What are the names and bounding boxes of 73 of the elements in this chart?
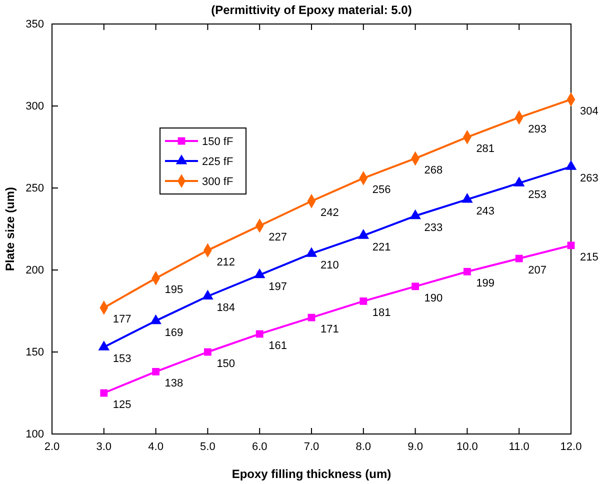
x-tick-label: 7.0 xyxy=(304,440,320,453)
data-label: 268 xyxy=(424,164,443,176)
data-label: 221 xyxy=(372,242,391,254)
legend-label: 300 fF xyxy=(202,176,234,188)
y-tick-label: 350 xyxy=(26,18,44,31)
point xyxy=(256,330,264,338)
data-label: 150 xyxy=(216,358,236,370)
x-tick-label: 4.0 xyxy=(148,440,164,453)
data-label: 169 xyxy=(164,326,184,339)
data-label: 138 xyxy=(164,378,184,390)
y-tick-label: 100 xyxy=(26,428,44,441)
point xyxy=(360,297,368,305)
data-label: 242 xyxy=(320,207,339,220)
data-label: 256 xyxy=(372,184,391,196)
x-tick-label: 8.0 xyxy=(356,440,372,453)
data-label: 212 xyxy=(216,256,236,268)
y-tick-label: 300 xyxy=(26,100,44,113)
data-label: 199 xyxy=(476,278,495,290)
data-label: 304 xyxy=(580,105,598,118)
data-label: 293 xyxy=(528,123,546,136)
data-label: 281 xyxy=(476,143,495,156)
point xyxy=(204,348,212,356)
y-tick-label: 250 xyxy=(26,182,44,195)
point xyxy=(202,290,214,300)
data-label: 184 xyxy=(216,302,236,314)
data-label: 210 xyxy=(320,260,339,272)
point xyxy=(308,314,316,322)
point xyxy=(515,254,523,262)
point xyxy=(412,282,420,290)
point xyxy=(254,268,266,278)
data-label: 125 xyxy=(112,399,132,411)
data-label: 227 xyxy=(268,232,287,244)
x-tick-label: 2.0 xyxy=(44,440,60,453)
chart-title: (Permittivity of Epoxy material: 5.0) xyxy=(211,3,412,17)
point xyxy=(565,160,577,170)
data-label: 253 xyxy=(528,189,546,202)
x-tick-label: 11.0 xyxy=(508,440,530,453)
point xyxy=(98,340,110,350)
data-label: 207 xyxy=(528,264,546,277)
data-label: 190 xyxy=(424,292,443,304)
data-label: 197 xyxy=(268,280,287,293)
x-tick-label: 10.0 xyxy=(456,440,478,453)
point xyxy=(567,242,575,250)
point xyxy=(513,176,525,186)
x-tick-label: 6.0 xyxy=(252,440,268,453)
point xyxy=(410,209,421,220)
data-label: 263 xyxy=(580,172,598,185)
data-label: 181 xyxy=(372,307,391,320)
data-label: 215 xyxy=(580,251,598,264)
x-tick-label: 12.0 xyxy=(560,440,582,453)
data-label: 153 xyxy=(112,353,132,366)
legend-label: 225 fF xyxy=(202,156,234,168)
point xyxy=(306,247,318,257)
x-axis-title: Epoxy filling thickness (um) xyxy=(232,467,392,481)
data-label: 243 xyxy=(476,205,495,218)
data-label: 171 xyxy=(320,324,339,336)
legend-label: 150 fF xyxy=(202,136,234,148)
y-tick-label: 200 xyxy=(26,264,44,277)
x-tick-label: 5.0 xyxy=(200,440,216,453)
point xyxy=(462,192,473,203)
point xyxy=(463,268,471,276)
data-label: 161 xyxy=(268,340,287,352)
y-axis-title: Plate size (um) xyxy=(3,186,17,272)
data-label: 177 xyxy=(112,314,132,326)
point xyxy=(100,389,108,397)
y-tick-label: 150 xyxy=(26,346,44,359)
point xyxy=(152,368,160,376)
data-label: 233 xyxy=(424,222,443,234)
x-tick-label: 9.0 xyxy=(408,440,423,453)
point xyxy=(358,229,370,239)
data-label: 195 xyxy=(164,284,184,296)
point xyxy=(150,314,162,324)
x-tick-label: 3.0 xyxy=(96,440,112,453)
